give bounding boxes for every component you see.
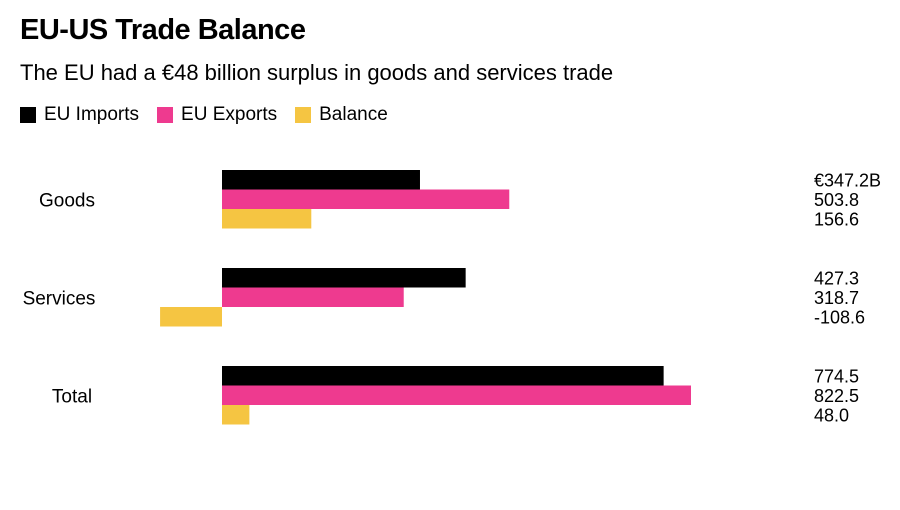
category-label-goods: Goods <box>39 190 95 211</box>
category-label-services: Services <box>23 288 96 309</box>
legend-swatch-imports <box>20 107 36 123</box>
legend-item-imports: EU Imports <box>20 104 139 126</box>
value-label-services-balance: -108.6 <box>814 308 865 328</box>
value-label-services-imports: 427.3 <box>814 269 859 289</box>
value-label-goods-balance: 156.6 <box>814 210 859 230</box>
bar-services-exports <box>222 287 404 307</box>
bar-total-imports <box>222 366 664 386</box>
legend-item-balance: Balance <box>295 104 388 126</box>
legend-swatch-balance <box>295 107 312 123</box>
bar-total-exports <box>222 385 691 405</box>
bar-services-imports <box>222 268 466 288</box>
legend-label-balance: Balance <box>319 104 388 125</box>
bar-goods-exports <box>222 189 510 209</box>
bar-goods-imports <box>222 170 420 190</box>
value-label-services-exports: 318.7 <box>814 288 859 308</box>
bar-services-balance <box>160 307 222 327</box>
value-label-total-exports: 822.5 <box>814 386 859 406</box>
chart-subtitle: The EU had a €48 billion surplus in good… <box>20 60 614 85</box>
bar-goods-balance <box>222 209 312 229</box>
value-label-total-balance: 48.0 <box>814 406 849 426</box>
legend-label-exports: EU Exports <box>181 104 278 125</box>
chart-title: EU-US Trade Balance <box>20 14 306 46</box>
legend-label-imports: EU Imports <box>44 104 140 125</box>
category-label-total: Total <box>52 386 92 407</box>
value-label-goods-exports: 503.8 <box>814 190 859 210</box>
value-label-goods-imports: €347.2B <box>814 171 881 191</box>
bar-total-balance <box>222 405 250 425</box>
legend-swatch-exports <box>157 107 174 123</box>
value-label-total-imports: 774.5 <box>814 367 859 387</box>
legend: EU Imports EU Exports Balance <box>20 104 406 126</box>
legend-item-exports: EU Exports <box>157 104 277 126</box>
